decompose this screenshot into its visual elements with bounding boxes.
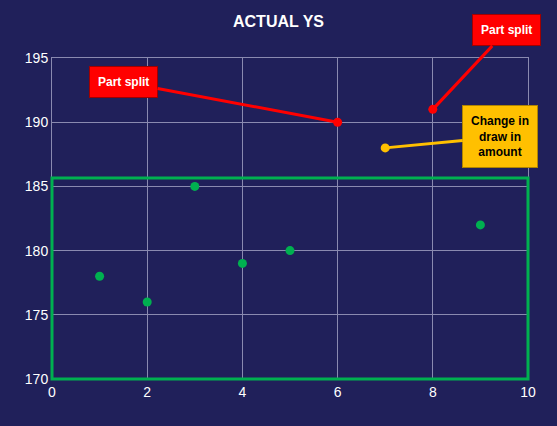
svg-text:ACTUAL YS: ACTUAL YS (233, 13, 324, 30)
svg-text:170: 170 (25, 371, 49, 387)
svg-text:190: 190 (25, 114, 49, 130)
svg-text:0: 0 (48, 384, 56, 400)
svg-text:2: 2 (143, 384, 151, 400)
svg-text:10: 10 (520, 384, 536, 400)
svg-text:4: 4 (239, 384, 247, 400)
svg-text:185: 185 (25, 178, 49, 194)
svg-text:Part split: Part split (481, 23, 532, 37)
svg-text:180: 180 (25, 243, 49, 259)
svg-text:8: 8 (429, 384, 437, 400)
svg-text:175: 175 (25, 307, 49, 323)
svg-text:195: 195 (25, 50, 49, 66)
svg-text:6: 6 (334, 384, 342, 400)
svg-text:Change indraw inamount: Change indraw inamount (471, 114, 529, 159)
svg-text:Part split: Part split (98, 75, 149, 89)
